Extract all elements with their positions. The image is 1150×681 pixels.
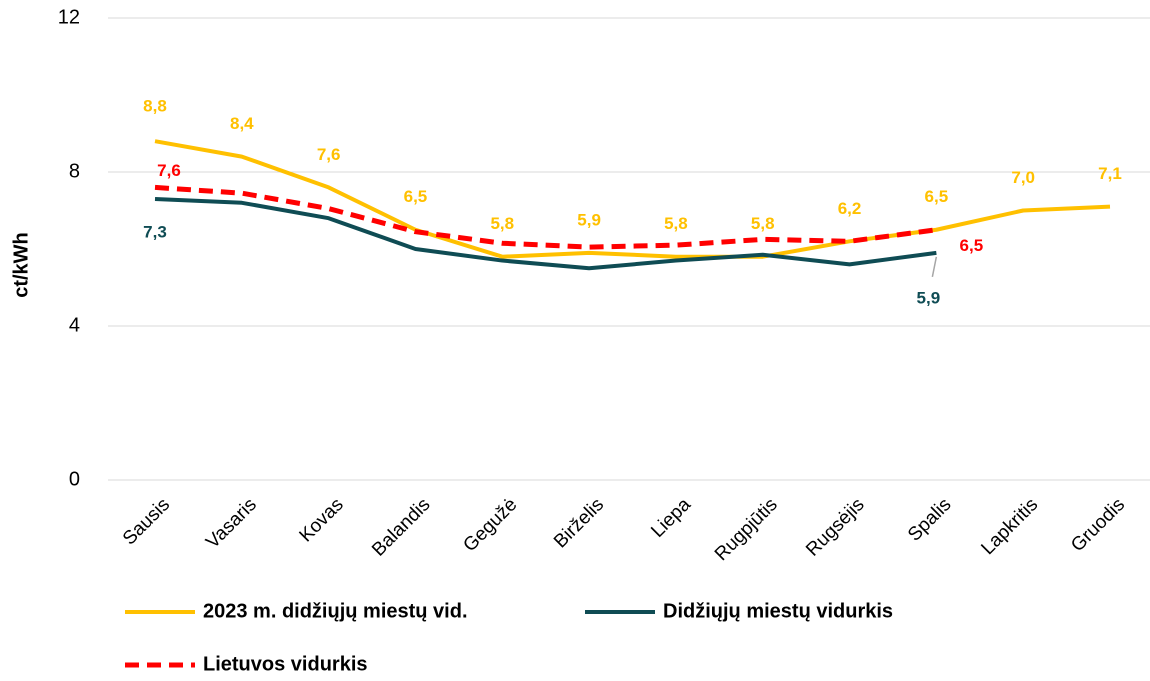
x-tick-label: Gruodis bbox=[1067, 494, 1129, 556]
x-tick-label: Rugsėjis bbox=[802, 494, 868, 560]
x-tick-label: Sausis bbox=[119, 494, 174, 549]
series-line bbox=[154, 139, 1111, 259]
legend-label: 2023 m. didžiųjų miestų vid. bbox=[203, 600, 468, 622]
data-label: 7,1 bbox=[1098, 164, 1122, 183]
leader-line bbox=[931, 256, 938, 277]
x-tick-label: Lapkritis bbox=[977, 494, 1042, 559]
data-label: 5,9 bbox=[917, 288, 941, 307]
data-label: 6,5 bbox=[925, 187, 949, 206]
x-tick-label: Spalis bbox=[904, 494, 955, 545]
data-label: 5,9 bbox=[577, 210, 601, 229]
data-label: 5,8 bbox=[490, 214, 514, 233]
x-tick-label: Gegužė bbox=[459, 494, 521, 556]
data-label: 6,5 bbox=[960, 236, 984, 255]
data-label: 7,6 bbox=[317, 145, 341, 164]
y-tick-label: 0 bbox=[69, 468, 80, 490]
y-axis-label: ct/kWh bbox=[10, 232, 32, 298]
x-tick-label: Vasaris bbox=[202, 494, 261, 553]
x-tick-label: Rugpjūtis bbox=[711, 494, 782, 565]
data-label: 6,2 bbox=[838, 199, 862, 218]
series-line bbox=[154, 196, 937, 271]
x-tick-label: Balandis bbox=[368, 494, 434, 560]
data-label: 8,4 bbox=[230, 114, 254, 133]
x-tick-label: Liepa bbox=[647, 494, 695, 542]
y-tick-label: 12 bbox=[58, 6, 80, 28]
x-tick-label: Birželis bbox=[550, 494, 608, 552]
x-tick-label: Kovas bbox=[296, 494, 348, 546]
data-label: 7,3 bbox=[143, 222, 167, 241]
series-line bbox=[154, 184, 937, 250]
data-label: 5,8 bbox=[751, 214, 775, 233]
y-tick-label: 4 bbox=[69, 314, 80, 336]
legend-label: Lietuvos vidurkis bbox=[203, 653, 368, 675]
data-label: 5,8 bbox=[664, 214, 688, 233]
data-label: 6,5 bbox=[404, 187, 428, 206]
data-label: 7,6 bbox=[157, 161, 181, 180]
y-tick-label: 8 bbox=[69, 160, 80, 182]
data-label: 8,8 bbox=[143, 97, 167, 116]
data-label: 7,0 bbox=[1011, 168, 1035, 187]
legend-label: Didžiųjų miestų vidurkis bbox=[663, 600, 893, 622]
